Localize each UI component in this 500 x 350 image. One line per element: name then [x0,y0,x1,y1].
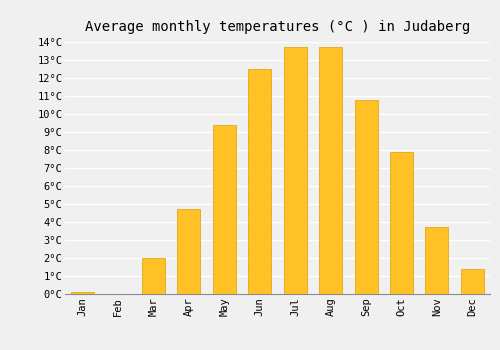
Bar [178,209,201,294]
Bar [426,228,448,294]
Bar [354,100,378,294]
Bar [284,47,306,294]
Bar [71,292,94,294]
Bar [213,125,236,294]
Title: Average monthly temperatures (°C ) in Judaberg: Average monthly temperatures (°C ) in Ju… [85,20,470,34]
Bar [142,258,165,294]
Bar [390,152,413,294]
Bar [461,269,484,294]
Bar [248,69,272,294]
Bar [319,47,342,294]
